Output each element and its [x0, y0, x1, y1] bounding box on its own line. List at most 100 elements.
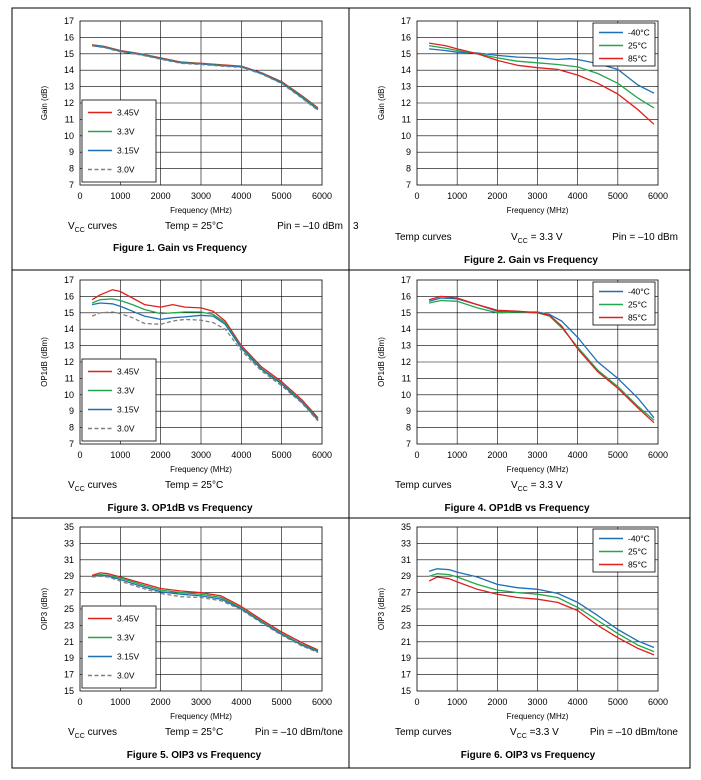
- footer-left: Temp curves: [395, 232, 452, 243]
- y-tick-label: 11: [65, 114, 74, 124]
- legend-label: 25°C: [628, 547, 647, 557]
- legend: 3.45V 3.3V 3.15V 3.0V: [81, 358, 157, 442]
- series-line-3.3V: [91, 573, 319, 652]
- legend-label: 3.15V: [117, 652, 140, 662]
- y-tick-label: 13: [64, 82, 74, 92]
- y-tick-label: 7: [406, 439, 411, 449]
- x-tick-label: 3000: [527, 697, 547, 707]
- footer-middle: Temp = 25°C: [165, 480, 223, 491]
- legend: 3.45V 3.3V 3.15V 3.0V: [81, 605, 157, 689]
- legend-label: 25°C: [628, 41, 647, 51]
- legend-label: 85°C: [628, 54, 647, 64]
- y-tick-label: 12: [64, 357, 74, 367]
- table-border: [11, 7, 691, 769]
- footer-left: VCC curves: [68, 480, 117, 493]
- y-axis-label: OP1dB (dBm): [377, 337, 386, 387]
- x-tick-label: 2000: [487, 191, 507, 201]
- x-tick-label: 5000: [272, 450, 292, 460]
- x-tick-label: 5000: [272, 191, 292, 201]
- legend-label: 3.45V: [117, 108, 140, 118]
- y-tick-label: 17: [64, 670, 74, 680]
- x-tick-label: 6000: [648, 450, 668, 460]
- y-tick-label: 23: [401, 620, 411, 630]
- x-tick-label: 6000: [312, 450, 332, 460]
- series-group: [428, 42, 655, 125]
- chart-footer: VCC curves Temp = 25°C Pin = –10 dBm/tone: [68, 727, 343, 740]
- footer-middle: VCC = 3.3 V: [511, 480, 563, 493]
- x-tick-label: 4000: [568, 191, 588, 201]
- x-tick-label: 0: [414, 450, 419, 460]
- legend-label: 25°C: [628, 300, 647, 310]
- y-tick-label: 14: [64, 65, 74, 75]
- x-axis-label: Frequency (MHz): [507, 465, 569, 474]
- x-tick-label: 3000: [527, 450, 547, 460]
- side-note: 3: [353, 221, 359, 232]
- x-axis-label: Frequency (MHz): [507, 206, 569, 215]
- y-tick-label: 13: [401, 82, 411, 92]
- y-tick-label: 10: [401, 131, 411, 141]
- chart-fig1: 0 1000 2000 3000 4000 5000 6000 7 8 9 10 11 12 13 14 15…: [40, 16, 359, 254]
- y-tick-label: 10: [401, 390, 411, 400]
- footer-middle: VCC = 3.3 V: [511, 232, 563, 245]
- y-tick-label: 19: [401, 653, 411, 663]
- y-tick-label: 15: [401, 308, 411, 318]
- chart-footer: VCC curves Temp = 25°C Pin = –10 dBm: [68, 221, 343, 234]
- figure-title: Figure 3. OP1dB vs Frequency: [107, 503, 252, 514]
- x-tick-label: 2000: [487, 697, 507, 707]
- y-tick-label: 9: [406, 147, 411, 157]
- legend-label: 3.45V: [117, 614, 140, 624]
- chart-fig3: 0 1000 2000 3000 4000 5000 6000 7 8 9 10 11 12 13 14 15…: [40, 275, 332, 514]
- legend-box: [81, 358, 157, 442]
- x-tick-label: 2000: [151, 191, 171, 201]
- y-tick-label: 12: [401, 357, 411, 367]
- x-tick-label: 5000: [608, 191, 628, 201]
- x-tick-label: 2000: [487, 450, 507, 460]
- figure-title: Figure 4. OP1dB vs Frequency: [444, 503, 589, 514]
- series-line-25°C: [428, 44, 655, 109]
- y-tick-label: 7: [69, 439, 74, 449]
- series-line--40°C: [428, 568, 655, 649]
- y-tick-label: 16: [401, 291, 411, 301]
- y-tick-label: 8: [69, 164, 74, 174]
- y-tick-label: 33: [64, 538, 74, 548]
- legend-label: 85°C: [628, 560, 647, 570]
- figure-title: Figure 1. Gain vs Frequency: [113, 243, 247, 254]
- y-tick-label: 9: [406, 406, 411, 416]
- x-tick-label: 6000: [312, 697, 332, 707]
- y-tick-label: 29: [401, 571, 411, 581]
- footer-left: VCC curves: [68, 727, 117, 740]
- footer-left: Temp curves: [395, 727, 452, 738]
- y-tick-label: 16: [64, 32, 74, 42]
- footer-middle: VCC =3.3 V: [510, 727, 559, 740]
- x-tick-label: 1000: [447, 450, 467, 460]
- legend-label: 3.0V: [117, 165, 135, 175]
- y-tick-label: 29: [64, 571, 74, 581]
- x-tick-label: 3000: [191, 697, 211, 707]
- footer-middle: Temp = 25°C: [165, 221, 223, 232]
- series-line-3.45V: [91, 289, 319, 419]
- y-tick-label: 10: [64, 390, 74, 400]
- y-tick-label: 33: [401, 538, 411, 548]
- legend: -40°C 25°C 85°C: [592, 22, 656, 67]
- y-tick-label: 17: [64, 16, 74, 26]
- y-tick-label: 16: [64, 291, 74, 301]
- y-tick-label: 31: [64, 555, 74, 565]
- series-line-3.45V: [91, 572, 319, 651]
- y-tick-label: 31: [401, 555, 411, 565]
- series-line-3.15V: [91, 302, 319, 421]
- chart-footer: Temp curves VCC =3.3 V Pin = –10 dBm/tone: [395, 727, 678, 740]
- x-tick-label: 6000: [648, 697, 668, 707]
- y-tick-label: 19: [64, 653, 74, 663]
- y-tick-label: 14: [401, 324, 411, 334]
- legend-label: 3.45V: [117, 367, 140, 377]
- x-tick-label: 5000: [608, 697, 628, 707]
- y-tick-label: 21: [64, 637, 74, 647]
- legend-label: 3.3V: [117, 127, 135, 137]
- chart-fig4: 0 1000 2000 3000 4000 5000 6000 7 8 9 10 11 12 13 14 15…: [377, 275, 668, 514]
- y-tick-label: 13: [401, 341, 411, 351]
- x-tick-label: 1000: [447, 697, 467, 707]
- x-tick-label: 6000: [312, 191, 332, 201]
- figure-title: Figure 2. Gain vs Frequency: [464, 255, 598, 266]
- y-tick-label: 8: [406, 423, 411, 433]
